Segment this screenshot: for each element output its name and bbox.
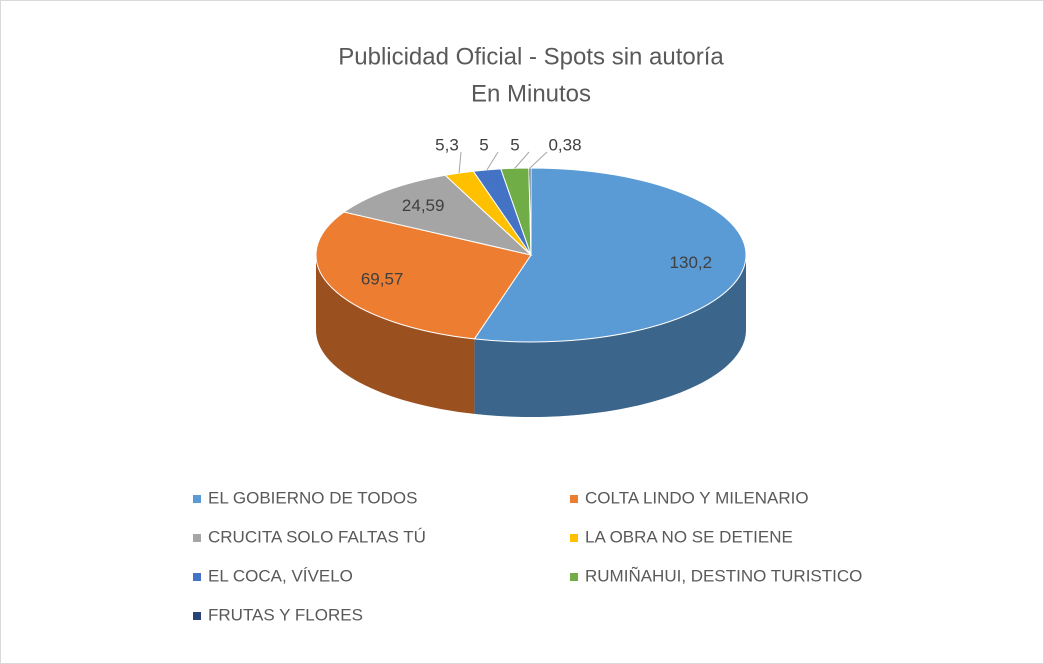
data-label: 69,57: [361, 270, 404, 289]
legend-swatch: [570, 495, 578, 503]
leader-line: [458, 151, 462, 174]
data-label: 24,59: [402, 196, 445, 215]
legend-swatch: [570, 573, 578, 581]
legend-label: CRUCITA SOLO FALTAS TÚ: [208, 527, 426, 546]
legend-label: LA OBRA NO SE DETIENE: [585, 527, 793, 546]
legend-label: FRUTAS Y FLORES: [208, 605, 363, 624]
leader-line: [514, 151, 530, 169]
chart-subtitle: En Minutos: [471, 80, 591, 107]
leader-line: [486, 151, 499, 171]
legend-swatch: [193, 534, 201, 542]
legend-label: COLTA LINDO Y MILENARIO: [585, 488, 809, 507]
data-label: 5: [479, 135, 488, 154]
legend-swatch: [193, 612, 201, 620]
slice: [315, 211, 532, 340]
data-label: 130,2: [670, 253, 713, 272]
legend-swatch: [570, 534, 578, 542]
slice-side: [316, 255, 475, 414]
chart-title: Publicidad Oficial - Spots sin autoría: [338, 43, 724, 70]
legend-label: RUMIÑAHUI, DESTINO TURISTICO: [585, 566, 862, 585]
legend-label: EL GOBIERNO DE TODOS: [208, 488, 417, 507]
legend-swatch: [193, 495, 201, 503]
slice-side-shade: [316, 255, 475, 414]
data-label: 0,38: [548, 135, 581, 154]
slice: [473, 167, 747, 343]
legend-label: EL COCA, VÍVELO: [208, 566, 353, 585]
data-label: 5,3: [435, 135, 459, 154]
data-label: 5: [510, 135, 519, 154]
leader-line: [529, 151, 548, 169]
slice: [342, 174, 533, 256]
legend-swatch: [193, 573, 201, 581]
